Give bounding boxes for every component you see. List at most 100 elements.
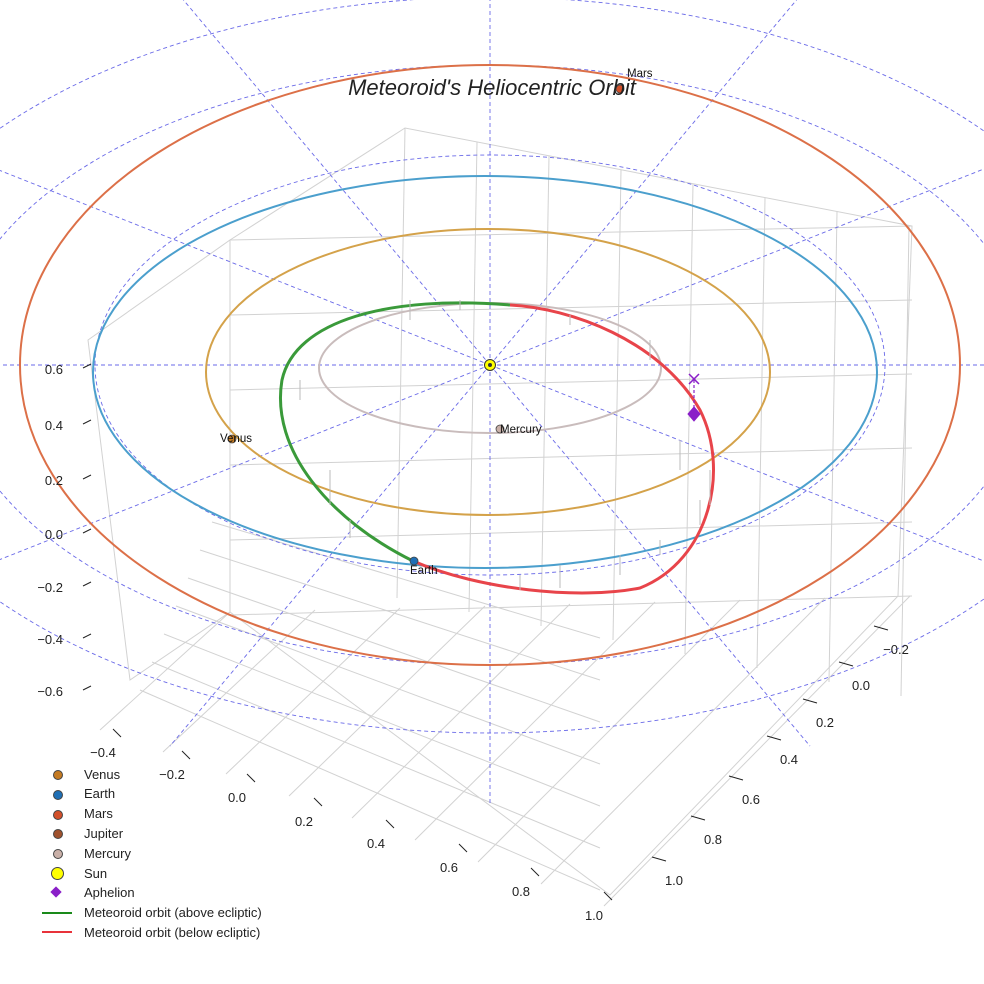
mercury-marker <box>495 424 505 434</box>
back-grid-line <box>828 211 838 683</box>
ecliptic-spoke <box>169 364 491 747</box>
ecliptic-spoke <box>489 0 798 366</box>
legend-item: Sun <box>40 864 107 882</box>
legend-item: Mercury <box>40 844 131 862</box>
venus-label: Venus <box>220 433 252 445</box>
back-grid-line <box>229 373 913 391</box>
legend-label: Sun <box>84 865 108 881</box>
z-tick-mark <box>82 363 92 369</box>
ecliptic-spoke <box>182 0 491 366</box>
x-tick-label: 0.0 <box>228 790 246 805</box>
venus-marker <box>227 434 237 444</box>
legend-label: Meteoroid orbit (above ecliptic) <box>84 905 262 921</box>
legend-item: Mars <box>40 805 113 823</box>
floor-grid-line <box>151 661 601 849</box>
floor-grid-line <box>603 595 911 907</box>
y-tick-label: 0.4 <box>780 752 798 767</box>
z-tick-mark <box>82 633 92 639</box>
y-tick-mark <box>873 625 889 631</box>
x-tick-mark <box>112 728 122 738</box>
y-tick-label: 0.8 <box>704 832 722 847</box>
legend-label: Earth <box>84 786 116 802</box>
z-tick-label: 0.0 <box>45 527 63 542</box>
back-grid-line <box>540 155 550 627</box>
ecliptic-spoke <box>0 170 491 366</box>
earth-orbit <box>92 175 878 569</box>
y-tick-mark <box>802 698 818 704</box>
x-tick-label: 0.4 <box>367 836 385 851</box>
z-tick-label: −0.2 <box>37 580 63 595</box>
meteoroid-orbit-above <box>279 301 511 563</box>
back-grid-line <box>468 141 478 613</box>
z-tick-mark <box>82 474 92 480</box>
z-tick-mark <box>82 581 92 587</box>
sun-center <box>488 363 492 367</box>
ecliptic-spoke <box>489 168 984 366</box>
floor-grid-line <box>187 577 601 723</box>
y-tick-mark <box>690 815 706 821</box>
back-grid-line <box>396 127 406 599</box>
legend-marker <box>40 805 74 823</box>
legend-item: Meteoroid orbit (above ecliptic) <box>40 904 262 922</box>
legend-label: Mars <box>84 806 113 822</box>
legend-marker <box>40 923 74 941</box>
mercury-label: Mercury <box>500 424 542 436</box>
chart-title: Meteoroid's Heliocentric Orbit <box>348 75 637 100</box>
ecliptic-spoke <box>489 364 984 562</box>
meteoroid-orbit-below <box>412 303 715 595</box>
floor-grid-line <box>162 609 316 753</box>
grid-layer <box>87 127 913 907</box>
aphelion-projection-x <box>688 373 700 385</box>
z-tick-label: 0.4 <box>45 418 63 433</box>
y-tick-mark <box>766 735 782 741</box>
z-tick-label: −0.6 <box>37 684 63 699</box>
y-tick-mark <box>838 661 854 667</box>
legend-marker <box>40 844 74 862</box>
x-tick-label: 0.2 <box>295 814 313 829</box>
legend-marker <box>40 884 74 902</box>
x-tick-mark <box>458 843 468 853</box>
mars-orbit <box>19 64 961 666</box>
legend-marker <box>40 765 74 783</box>
back-grid-line <box>229 225 913 241</box>
legend-item: Jupiter <box>40 824 123 842</box>
floor-grid-line <box>225 607 401 775</box>
y-tick-label: 1.0 <box>665 873 683 888</box>
floor-grid-line <box>199 549 601 681</box>
y-tick-label: −0.2 <box>883 642 909 657</box>
z-tick-mark <box>82 419 92 425</box>
mars-marker <box>615 84 625 94</box>
x-tick-mark <box>181 750 191 760</box>
floor-grid-line <box>288 605 486 797</box>
floor-grid-line <box>139 689 601 891</box>
back-grid-line <box>756 197 766 669</box>
x-tick-mark <box>313 797 323 807</box>
back-grid-line <box>900 225 910 697</box>
legend-item: Venus <box>40 765 120 783</box>
x-tick-label: −0.4 <box>90 745 116 760</box>
venus-orbit <box>205 228 771 516</box>
legend-label: Mercury <box>84 845 131 861</box>
earth-label: Earth <box>410 565 438 577</box>
z-tick-label: −0.4 <box>37 632 63 647</box>
back-grid-line <box>612 169 622 641</box>
tick-layer: −0.4 −0.2 0.0 0.2 0.4 0.6 0.8 1.0 −0.2 0.0 0.2 0.4 0… <box>37 362 909 923</box>
ecliptic-spoke <box>489 364 811 747</box>
floor-grid-line <box>175 605 601 765</box>
floor-grid-line <box>351 603 571 819</box>
x-tick-mark <box>246 773 256 783</box>
legend-item: Aphelion <box>40 884 135 902</box>
legend-label: Meteoroid orbit (below ecliptic) <box>84 924 261 940</box>
x-tick-label: 1.0 <box>585 908 603 923</box>
legend: Venus Earth Mars Jupiter Mercury Sun Aphelion M… <box>40 765 340 945</box>
y-tick-label: 0.2 <box>816 715 834 730</box>
floor-grid-line <box>477 599 741 863</box>
back-grid-line <box>229 521 913 541</box>
x-tick-mark <box>385 819 395 829</box>
earth-marker <box>409 556 419 566</box>
back-grid-line <box>229 299 913 316</box>
legend-item: Earth <box>40 785 115 803</box>
mars-label: Mars <box>627 68 653 80</box>
legend-label: Venus <box>84 766 121 782</box>
